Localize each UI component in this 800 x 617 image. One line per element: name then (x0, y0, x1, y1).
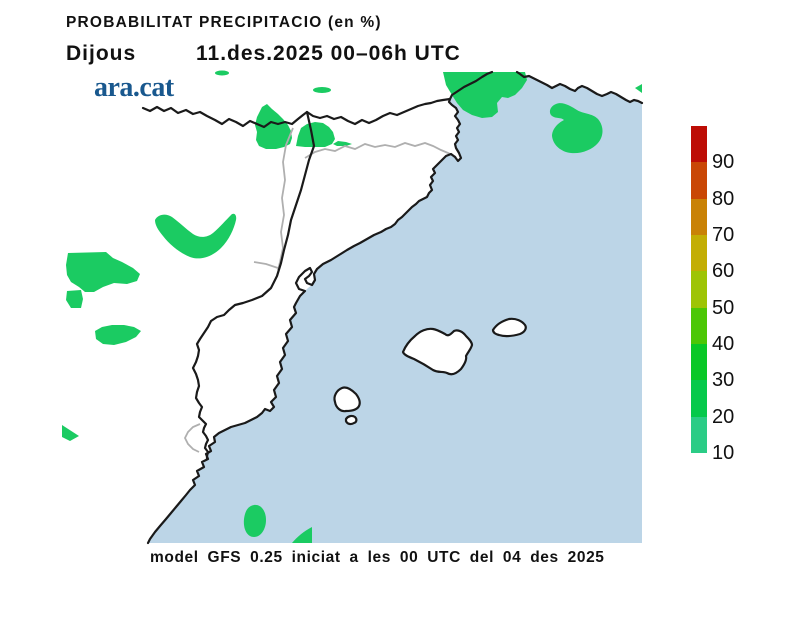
island-mallorca (401, 327, 474, 376)
precip-patch-pyrenees-west (255, 104, 292, 149)
province-borders (183, 127, 457, 453)
island-ibiza (333, 386, 361, 413)
precip-patch-sea-south-2 (292, 527, 312, 543)
precip-patch-gulf-of-lion-sea (549, 103, 603, 154)
colorbar-tick-80: 80 (712, 187, 735, 210)
island-menorca (491, 317, 527, 338)
colorbar-segment-60 (691, 234, 707, 272)
precipitation-patches (62, 70, 642, 543)
datetime-label: 11.des.2025 00–06h UTC (196, 42, 461, 65)
precip-patch-andorra-dash (333, 141, 352, 146)
mediterranean-sea (148, 72, 642, 543)
colorbar-tick-60: 60 (712, 260, 735, 283)
colorbar-segment-10 (691, 416, 707, 453)
colorbar-tick-70: 70 (712, 224, 735, 246)
precip-speck-2 (313, 87, 331, 93)
colorbar-segment-80 (691, 161, 707, 199)
coastline-west (146, 70, 494, 545)
precip-patch-west-1 (66, 252, 140, 292)
model-info: model GFS 0.25 iniciat a les 00 UTC del … (150, 549, 605, 566)
page-title: PROBABILITAT PRECIPITACIO (en %) (66, 14, 382, 31)
colorbar-labels: 10 20 30 40 50 60 70 80 90 (712, 126, 756, 464)
ara-cat-logo: ara.cat (94, 72, 174, 103)
precip-patch-huesca-v (155, 213, 237, 259)
province-border-west (277, 127, 294, 271)
precip-speck-1 (215, 70, 229, 76)
province-border-girona (304, 142, 457, 159)
province-border-spur (253, 261, 279, 269)
colorbar-tick-90: 90 (712, 151, 735, 174)
colorbar-segment-20 (691, 379, 707, 417)
precip-patch-west-3 (95, 325, 141, 345)
day-label: Dijous (66, 42, 137, 65)
pyrenees-border (141, 97, 452, 129)
balearic-islands (333, 317, 527, 426)
coast-and-borders (141, 70, 644, 545)
colorbar-segment-30 (691, 343, 707, 381)
aragon-valencia-border (191, 110, 316, 461)
colorbar-segment-90 (691, 125, 707, 163)
colorbar (691, 125, 707, 453)
colorbar-segment-40 (691, 307, 707, 344)
colorbar-segment-50 (691, 270, 707, 308)
coastline-east (515, 70, 644, 105)
island-formentera (344, 414, 358, 426)
colorbar-tick-50: 50 (712, 296, 735, 319)
precip-patch-pyrenees-east (296, 122, 335, 147)
precip-patch-west-4 (62, 425, 79, 441)
precip-patch-sea-south-1 (243, 504, 266, 537)
precip-patch-west-2 (66, 290, 83, 308)
precip-patch-gulf-of-lion-coast (443, 72, 527, 118)
colorbar-tick-30: 30 (712, 369, 735, 392)
precip-speck-3 (635, 84, 642, 93)
colorbar-tick-20: 20 (712, 405, 735, 428)
colorbar-tick-40: 40 (712, 333, 735, 355)
province-border-valencia (183, 423, 201, 453)
colorbar-tick-10: 10 (712, 442, 735, 464)
colorbar-segment-70 (691, 198, 707, 235)
